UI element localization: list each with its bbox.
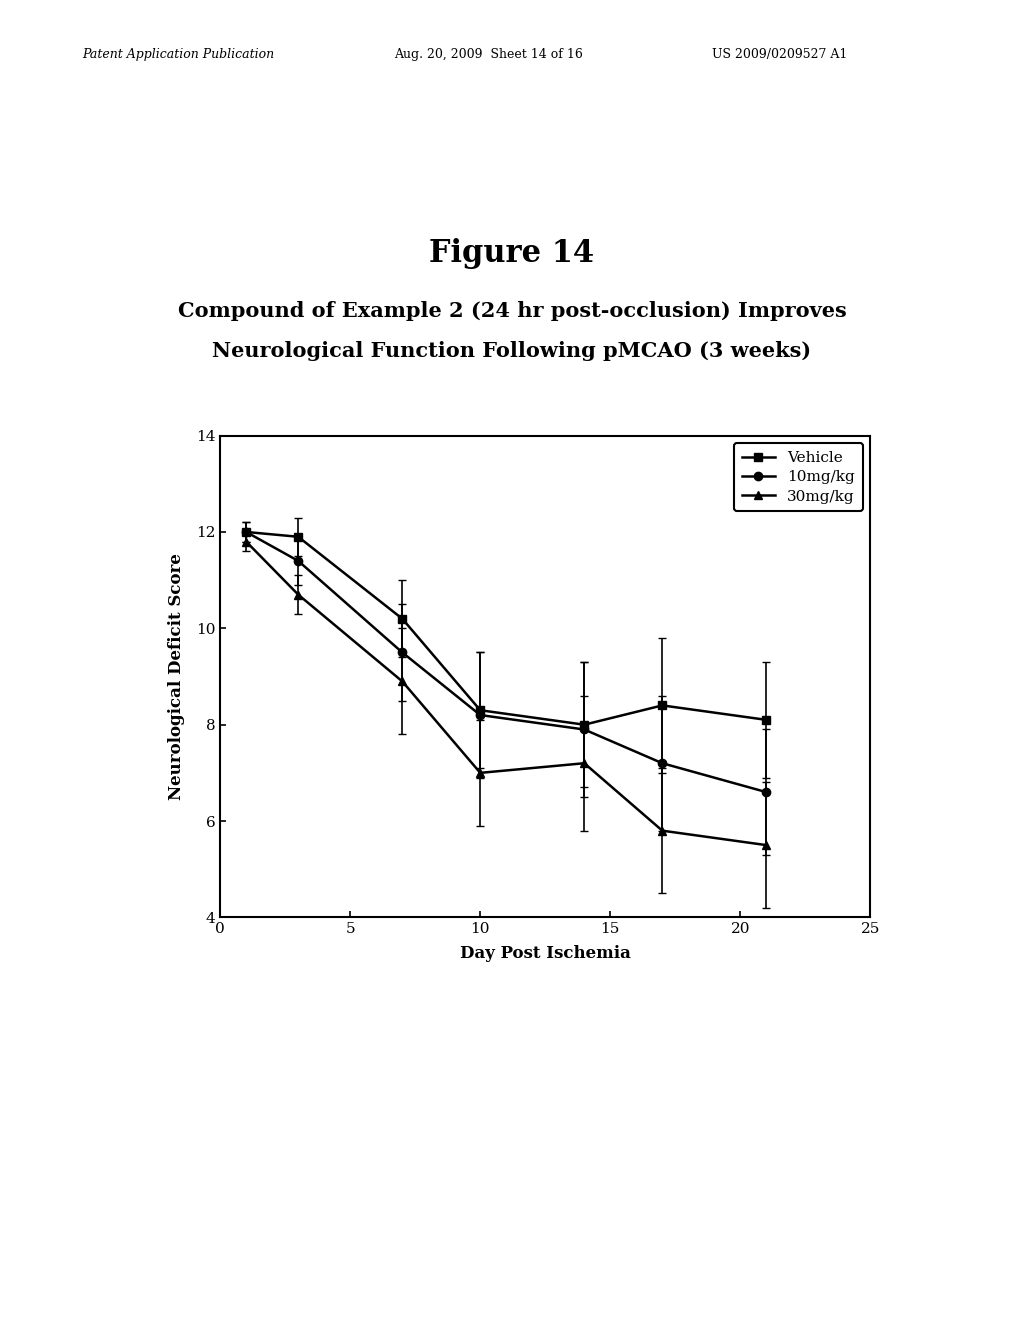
Y-axis label: Neurological Deficit Score: Neurological Deficit Score (168, 553, 184, 800)
Legend: Vehicle, 10mg/kg, 30mg/kg: Vehicle, 10mg/kg, 30mg/kg (734, 444, 863, 511)
Text: Aug. 20, 2009  Sheet 14 of 16: Aug. 20, 2009 Sheet 14 of 16 (394, 48, 583, 61)
Text: US 2009/0209527 A1: US 2009/0209527 A1 (712, 48, 847, 61)
Text: Compound of Example 2 (24 hr post-occlusion) Improves: Compound of Example 2 (24 hr post-occlus… (177, 301, 847, 321)
X-axis label: Day Post Ischemia: Day Post Ischemia (460, 945, 631, 961)
Text: Neurological Function Following pMCAO (3 weeks): Neurological Function Following pMCAO (3… (212, 341, 812, 360)
Text: Figure 14: Figure 14 (429, 238, 595, 268)
Text: Patent Application Publication: Patent Application Publication (82, 48, 274, 61)
